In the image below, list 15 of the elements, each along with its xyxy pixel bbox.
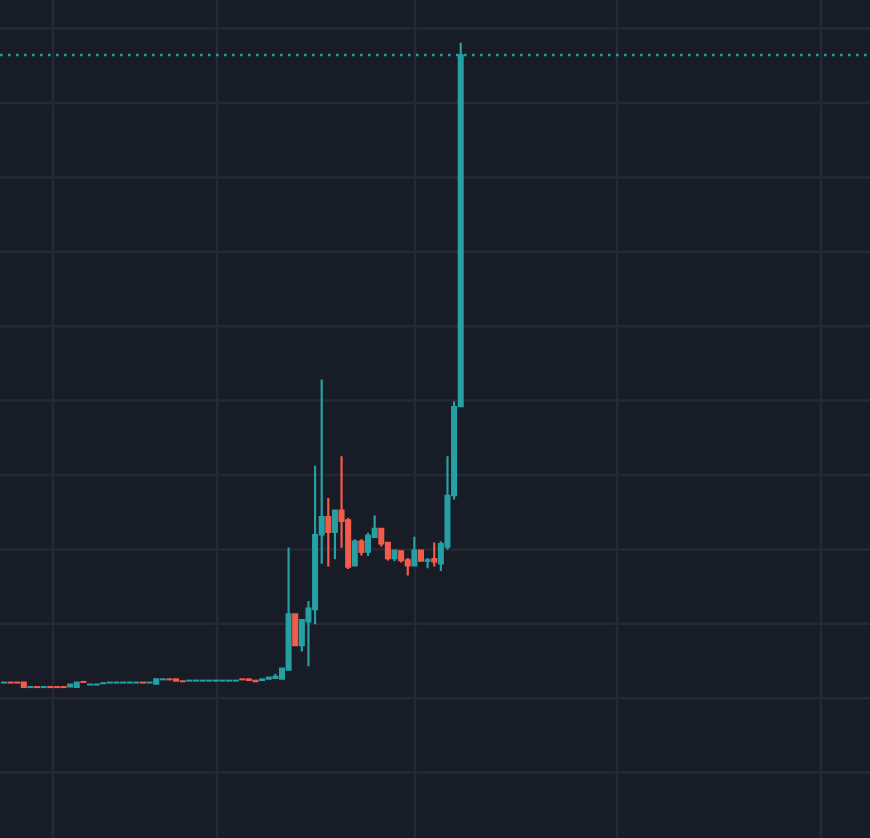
candlestick bbox=[331, 509, 338, 560]
candlestick bbox=[391, 549, 398, 562]
candlestick bbox=[404, 557, 411, 576]
candlestick bbox=[358, 539, 365, 556]
candlestick bbox=[272, 673, 279, 680]
candlestick bbox=[292, 613, 299, 647]
candlestick bbox=[411, 536, 418, 567]
candlestick bbox=[73, 681, 80, 689]
candlestick bbox=[153, 678, 160, 685]
candlestick bbox=[424, 557, 431, 569]
candlestick bbox=[351, 539, 358, 567]
candlestick bbox=[431, 542, 438, 567]
candlestick bbox=[417, 549, 425, 562]
candlestick bbox=[325, 498, 332, 567]
candlestick bbox=[20, 681, 27, 689]
